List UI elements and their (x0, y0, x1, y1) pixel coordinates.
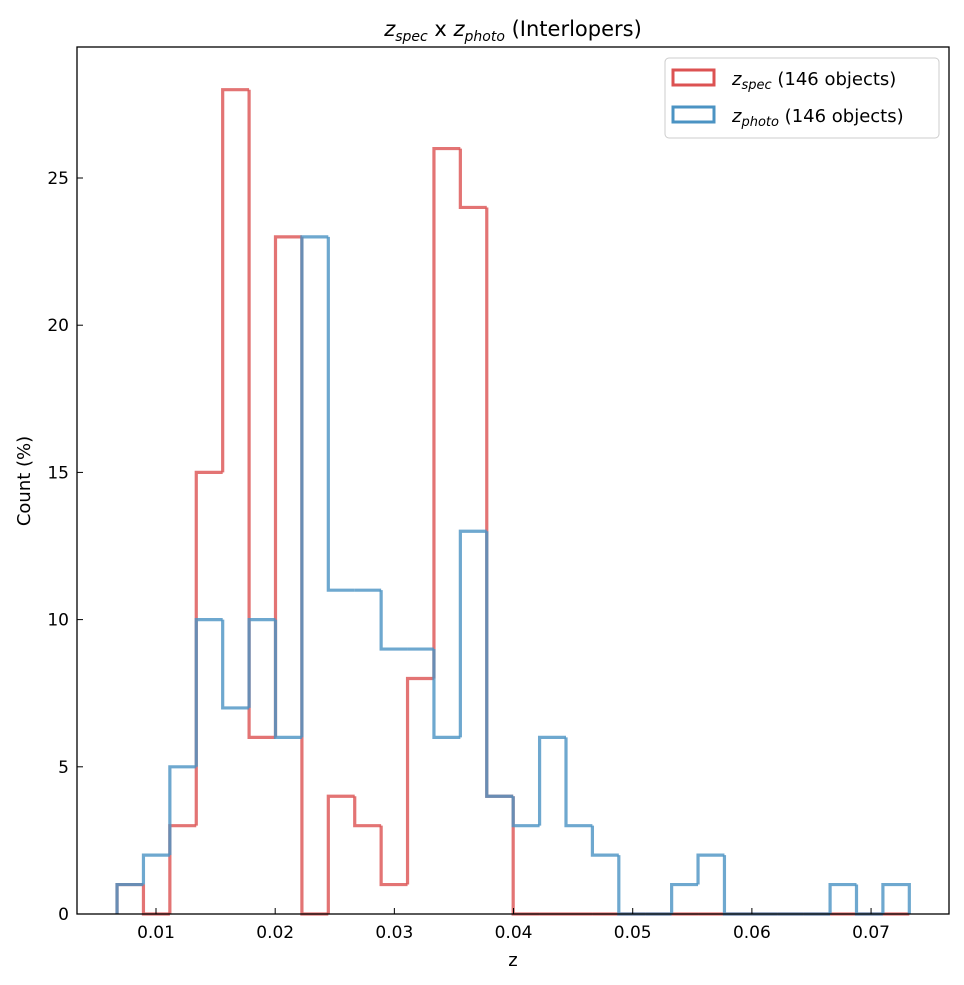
x-tick: 0.04 (495, 908, 533, 943)
y-tick-label: 20 (47, 316, 69, 336)
plot-frame (76, 46, 950, 915)
bin-z_spec-8 (326, 794, 355, 914)
bin-z_photo-22 (696, 853, 725, 885)
x-tick: 0.02 (256, 908, 294, 943)
y-axis-label: Count (%) (14, 436, 35, 526)
bin-z_photo-12 (432, 649, 461, 739)
y-tick-label: 15 (47, 463, 69, 483)
bin-z_spec-1 (141, 884, 170, 916)
bin-z_photo-19 (617, 855, 646, 916)
y-tick: 5 (58, 758, 83, 778)
bin-z_spec-2 (168, 824, 197, 914)
bin-z_photo-29 (881, 882, 911, 914)
x-tick-label: 0.03 (375, 923, 413, 943)
bin-z_spec-9 (353, 796, 382, 828)
bin-z_spec-10 (379, 825, 408, 887)
bin-z_spec-0 (115, 882, 144, 914)
bin-z_spec-4 (221, 88, 250, 473)
bin-z_photo-3 (194, 618, 223, 767)
series-z_photo (115, 235, 911, 916)
y-tick: 15 (47, 463, 83, 483)
bin-z_photo-17 (564, 737, 593, 828)
legend-label-photo: zphoto (146 objects) (731, 106, 904, 130)
bin-z_photo-4 (221, 619, 250, 710)
y-tick-label: 5 (58, 758, 69, 778)
bin-z_photo-10 (379, 590, 408, 651)
bin-z_spec-7 (300, 236, 329, 916)
bin-z_spec-13 (458, 148, 487, 210)
x-tick-label: 0.05 (614, 923, 652, 943)
bin-z_photo-23 (722, 855, 751, 916)
bin-z_spec-11 (405, 676, 434, 885)
y-tick: 20 (47, 316, 83, 336)
bin-z_photo-18 (590, 825, 619, 857)
x-axis-label: z (508, 950, 517, 971)
bin-z_spec-3 (194, 470, 223, 826)
legend-swatch-photo (671, 105, 716, 124)
chart-title: zspec x zphoto (Interlopers) (383, 17, 642, 45)
bin-z_photo-2 (168, 765, 197, 856)
x-tick: 0.05 (614, 908, 652, 943)
legend-box (664, 57, 940, 139)
bin-z_photo-14 (485, 531, 514, 798)
bin-z_photo-15 (511, 796, 540, 828)
y-tick-label: 10 (47, 611, 69, 631)
x-tick-label: 0.07 (852, 923, 890, 943)
y-tick-label: 0 (58, 905, 69, 925)
bin-z_photo-27 (828, 882, 857, 914)
bin-z_photo-16 (537, 735, 566, 826)
x-tick: 0.01 (137, 908, 175, 943)
x-tick: 0.03 (375, 908, 413, 943)
bin-z_photo-7 (300, 235, 329, 738)
bin-z_photo-28 (854, 884, 883, 916)
x-tick-label: 0.02 (256, 923, 294, 943)
series-z_spec (115, 88, 910, 916)
x-tick-label: 0.01 (137, 923, 175, 943)
bin-z_photo-21 (670, 882, 699, 914)
bin-z_photo-0 (115, 882, 144, 914)
bin-z_photo-8 (326, 236, 355, 592)
bin-z_photo-6 (273, 619, 302, 739)
y-tick: 0 (58, 905, 83, 925)
legend: zspec (146 objects) zphoto (146 objects) (664, 57, 940, 139)
y-tick: 25 (47, 169, 83, 189)
bin-z_photo-5 (247, 618, 276, 708)
x-tick: 0.06 (733, 908, 771, 943)
x-tick-label: 0.06 (733, 923, 771, 943)
bin-z_spec-14 (485, 207, 514, 798)
bin-z_photo-13 (458, 529, 487, 738)
bin-z_spec-6 (273, 235, 302, 738)
bin-z_spec-15 (511, 796, 540, 916)
x-tick: 0.07 (852, 908, 890, 943)
legend-swatch-spec (671, 68, 716, 87)
y-tick: 10 (47, 611, 83, 631)
bin-z_spec-5 (247, 89, 276, 739)
x-tick-label: 0.04 (495, 923, 533, 943)
legend-label-spec: zspec (146 objects) (731, 69, 896, 93)
bin-z_spec-12 (432, 146, 461, 679)
bin-z_photo-1 (141, 853, 170, 885)
y-tick-label: 25 (47, 169, 69, 189)
